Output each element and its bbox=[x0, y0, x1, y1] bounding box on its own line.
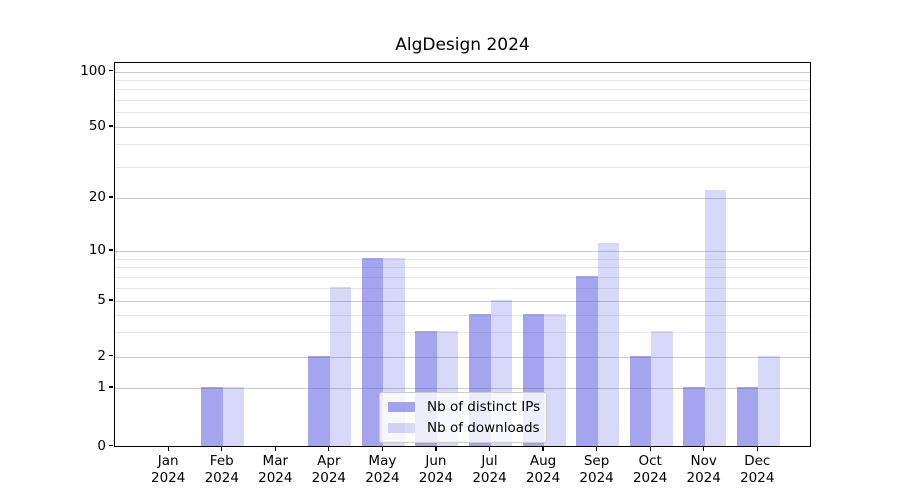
bar-ips-sep-2024 bbox=[576, 275, 598, 446]
plot-area: Nb of distinct IPs Nb of downloads bbox=[114, 62, 811, 447]
minor-gridline-4 bbox=[115, 314, 810, 316]
y-tick-label-100: 100 bbox=[80, 62, 106, 79]
bar-ips-oct-2024 bbox=[629, 355, 652, 446]
y-tick-label-10: 10 bbox=[88, 242, 106, 258]
bar-downloads-dec-2024 bbox=[758, 355, 780, 446]
y-tick-label-5: 5 bbox=[97, 292, 106, 308]
x-tick-mark-jul bbox=[488, 446, 491, 451]
minor-gridline-80 bbox=[115, 89, 810, 91]
x-tick-label-jan-2024: Jan 2024 bbox=[151, 453, 186, 486]
bar-downloads-nov-2024 bbox=[704, 189, 727, 446]
x-tick-mark-may bbox=[381, 446, 383, 451]
bar-downloads-oct-2024 bbox=[651, 331, 673, 446]
y-tick-label-2: 2 bbox=[97, 347, 106, 364]
y-tick-label-20: 20 bbox=[88, 189, 106, 205]
y-tick-label-50: 50 bbox=[88, 118, 106, 134]
major-gridline-1 bbox=[115, 388, 810, 389]
bar-ips-nov-2024 bbox=[683, 387, 705, 446]
y-tick-mark-2 bbox=[109, 354, 113, 357]
y-tick-mark-20 bbox=[109, 196, 113, 198]
bar-downloads-sep-2024 bbox=[597, 242, 620, 446]
y-tick-mark-50 bbox=[109, 125, 113, 127]
major-gridline-10 bbox=[115, 251, 810, 252]
chart-title: AlgDesign 2024 bbox=[395, 35, 530, 55]
y-tick-mark-10 bbox=[109, 249, 113, 251]
major-gridline-100 bbox=[115, 71, 810, 73]
x-tick-label-aug-2024: Aug 2024 bbox=[525, 453, 561, 486]
legend-swatch-downloads bbox=[388, 423, 415, 433]
y-tick-label-1: 1 bbox=[97, 379, 106, 395]
x-tick-label-jul-2024: Jul 2024 bbox=[472, 453, 507, 486]
minor-gridline-90 bbox=[115, 79, 810, 81]
major-gridline-2 bbox=[115, 356, 810, 358]
minor-gridline-9 bbox=[115, 258, 810, 260]
minor-gridline-40 bbox=[115, 144, 810, 146]
x-tick-label-oct-2024: Oct 2024 bbox=[632, 453, 668, 486]
bar-ips-may-2024 bbox=[361, 257, 384, 446]
x-tick-mark-dec bbox=[756, 446, 758, 451]
x-tick-mark-nov bbox=[703, 446, 705, 451]
bar-ips-apr-2024 bbox=[308, 355, 330, 446]
bar-ips-dec-2024 bbox=[736, 387, 759, 446]
y-tick-label-0: 0 bbox=[97, 437, 106, 454]
minor-gridline-30 bbox=[115, 166, 810, 168]
x-tick-mark-oct bbox=[649, 446, 651, 451]
legend-item-downloads: Nb of downloads bbox=[388, 420, 540, 436]
major-gridline-5 bbox=[115, 301, 810, 302]
minor-gridline-7 bbox=[115, 276, 810, 278]
x-tick-label-may-2024: May 2024 bbox=[365, 453, 400, 486]
x-tick-mark-apr bbox=[328, 446, 330, 451]
x-tick-mark-sep bbox=[596, 446, 598, 451]
minor-gridline-3 bbox=[115, 331, 810, 333]
x-tick-mark-jan bbox=[167, 446, 169, 451]
legend-label-distinct-ips: Nb of distinct IPs bbox=[427, 399, 541, 415]
x-tick-label-sep-2024: Sep 2024 bbox=[579, 453, 614, 486]
major-gridline-50 bbox=[115, 127, 810, 128]
legend-swatch-distinct-ips bbox=[388, 402, 415, 412]
x-tick-label-apr-2024: Apr 2024 bbox=[311, 453, 347, 486]
x-tick-label-jun-2024: Jun 2024 bbox=[418, 453, 454, 486]
x-tick-mark-mar bbox=[274, 446, 276, 451]
x-tick-label-feb-2024: Feb 2024 bbox=[204, 453, 239, 486]
minor-gridline-70 bbox=[115, 100, 810, 102]
bar-ips-feb-2024 bbox=[201, 387, 223, 446]
bar-downloads-apr-2024 bbox=[329, 287, 352, 446]
x-tick-mark-feb bbox=[221, 446, 223, 451]
minor-gridline-8 bbox=[115, 267, 810, 269]
minor-gridline-60 bbox=[115, 112, 810, 114]
y-tick-mark-0 bbox=[109, 445, 113, 447]
x-tick-mark-jun bbox=[435, 446, 437, 451]
legend-item-distinct-ips: Nb of distinct IPs bbox=[388, 399, 540, 415]
y-tick-mark-100 bbox=[109, 69, 113, 72]
x-tick-label-dec-2024: Dec 2024 bbox=[740, 453, 775, 486]
x-tick-mark-aug bbox=[542, 446, 544, 451]
legend: Nb of distinct IPs Nb of downloads bbox=[379, 392, 547, 443]
minor-gridline-6 bbox=[115, 287, 810, 289]
x-tick-label-mar-2024: Mar 2024 bbox=[258, 453, 293, 486]
y-tick-mark-5 bbox=[109, 299, 113, 301]
bar-downloads-aug-2024 bbox=[544, 313, 566, 446]
y-tick-mark-1 bbox=[109, 386, 113, 388]
legend-label-downloads: Nb of downloads bbox=[427, 420, 540, 436]
major-gridline-20 bbox=[115, 198, 810, 199]
bar-downloads-feb-2024 bbox=[222, 387, 245, 446]
x-tick-label-nov-2024: Nov 2024 bbox=[686, 453, 721, 486]
